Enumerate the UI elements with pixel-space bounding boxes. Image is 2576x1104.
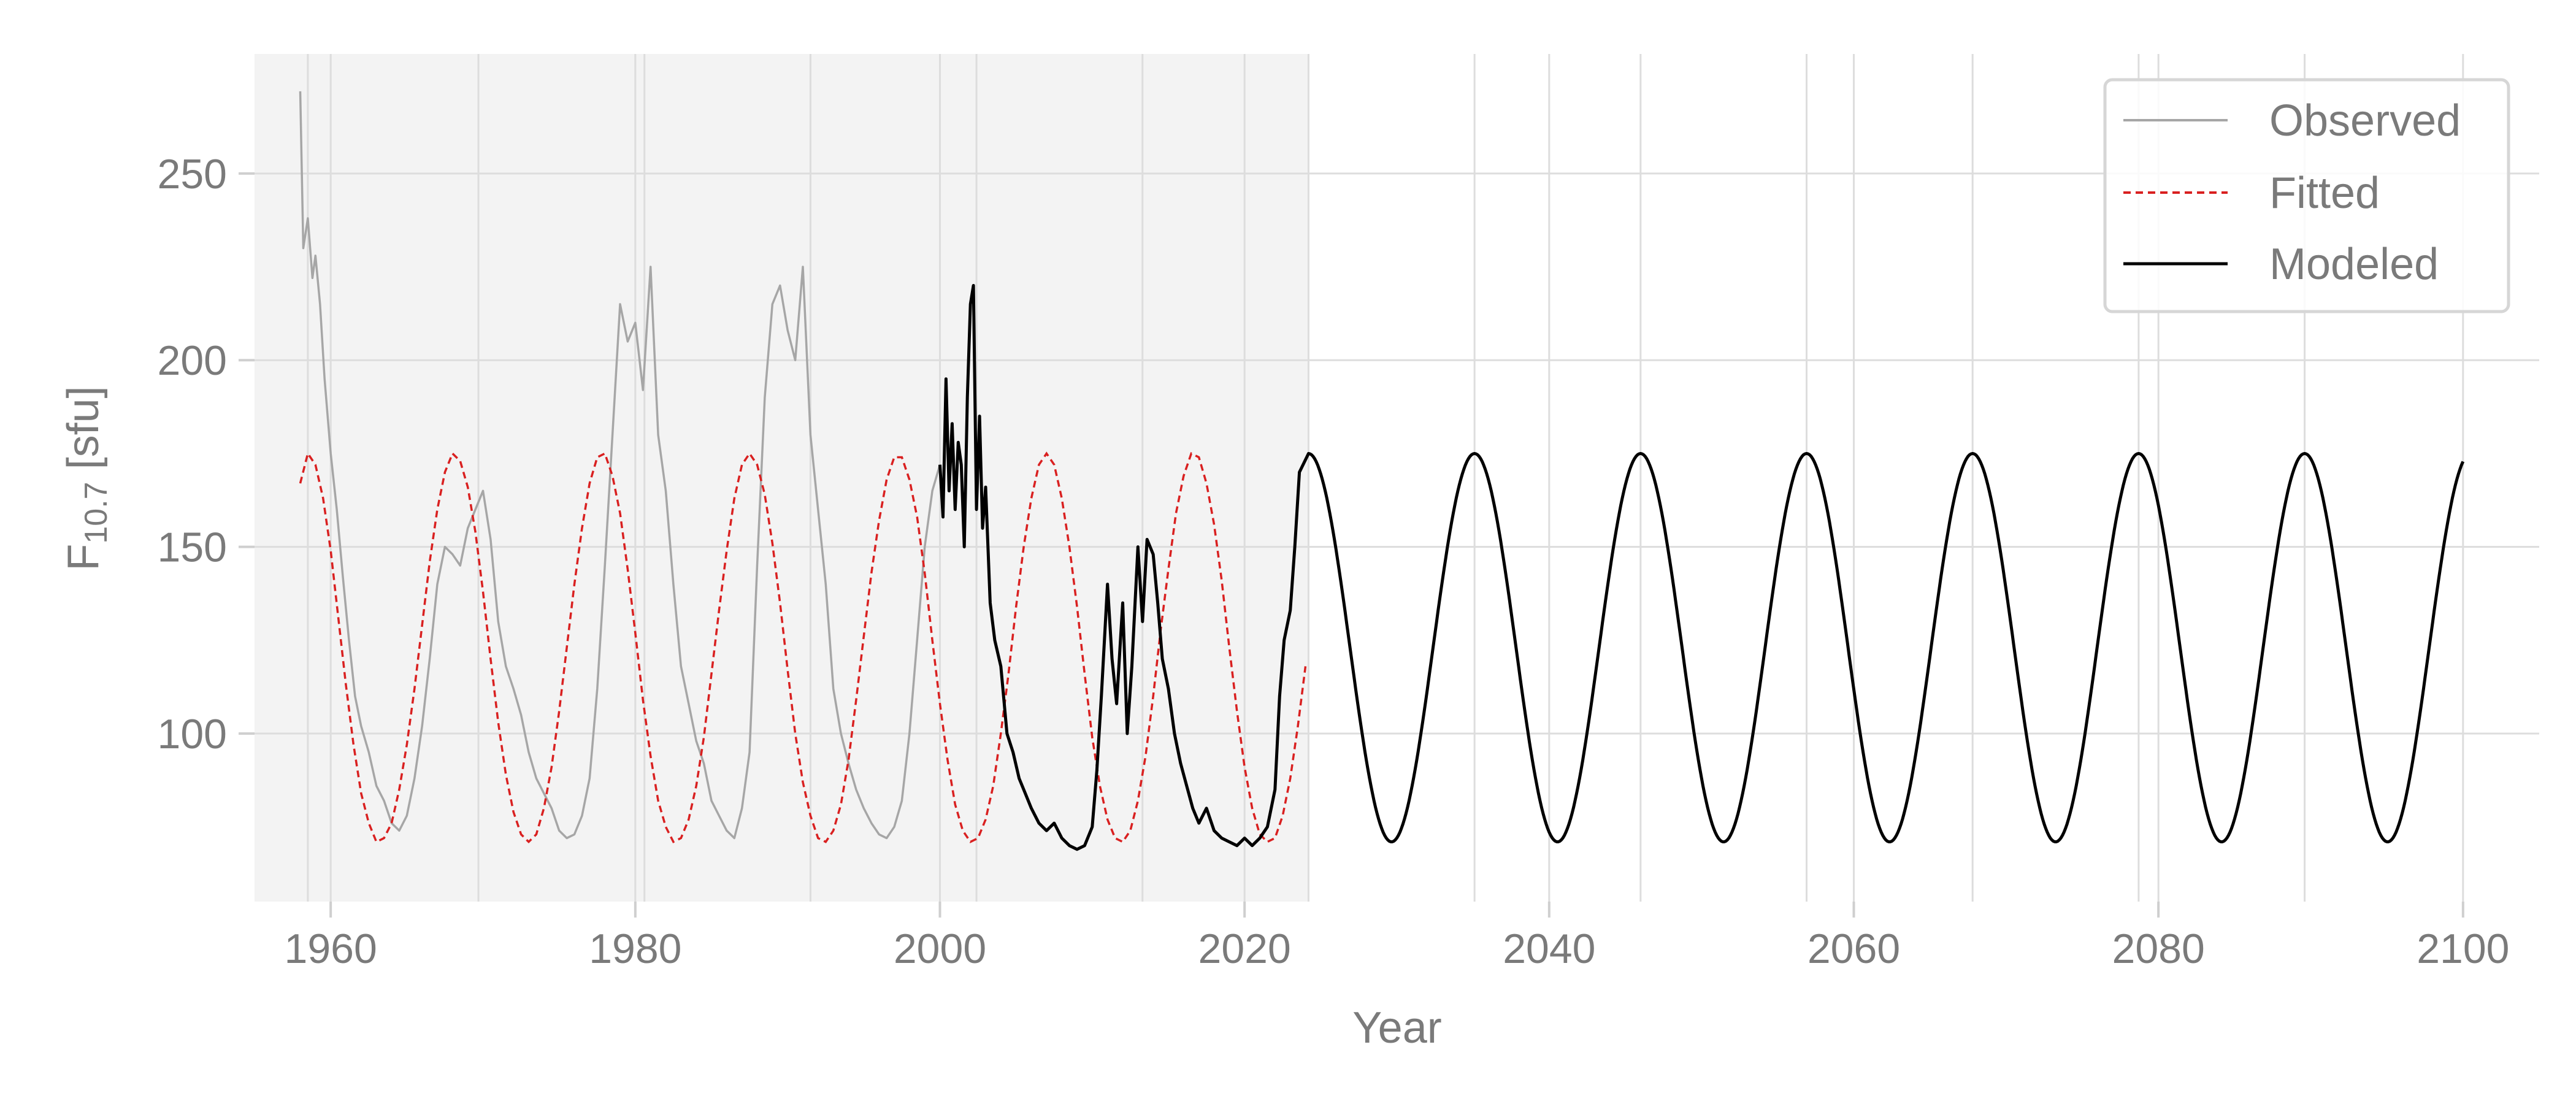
x-tick-label: 2040	[1503, 926, 1595, 972]
x-tick-label: 2000	[894, 926, 986, 972]
y-tick-label: 250	[158, 151, 227, 197]
observed-period-shade	[255, 54, 1309, 902]
legend-label-fitted: Fitted	[2269, 169, 2380, 218]
y-axis-label-unit: [sfu]	[59, 386, 108, 481]
legend: Observed Fitted Modeled	[2103, 78, 2510, 313]
x-tick-label: 2060	[1807, 926, 1900, 972]
x-tick-label: 1980	[589, 926, 681, 972]
y-tick-label: 150	[158, 524, 227, 571]
series-fitted-line	[299, 451, 1307, 844]
y-tick-label: 200	[158, 337, 227, 384]
x-tick-label: 2080	[2112, 926, 2205, 972]
series-modeled-line	[938, 284, 2465, 851]
legend-label-modeled: Modeled	[2269, 240, 2439, 289]
series-observed-line	[299, 91, 941, 840]
y-axis: 100 150 200 250	[158, 151, 255, 757]
y-axis-label-sub: 10.7	[79, 481, 114, 543]
y-axis-label: F10.7 [sfu]	[59, 386, 114, 570]
legend-box	[2103, 78, 2510, 313]
x-tick-label: 2020	[1198, 926, 1291, 972]
y-tick-label: 100	[158, 711, 227, 757]
legend-label-observed: Observed	[2269, 96, 2461, 145]
x-tick-label: 2100	[2417, 926, 2509, 972]
x-tick-label: 1960	[285, 926, 377, 972]
y-axis-label-main: F	[59, 544, 108, 571]
series-layer	[299, 91, 2465, 851]
x-axis: 1960 1980 2000 2020 2040 2060 2080 2100	[285, 902, 2509, 972]
x-axis-label: Year	[1352, 1003, 1441, 1052]
